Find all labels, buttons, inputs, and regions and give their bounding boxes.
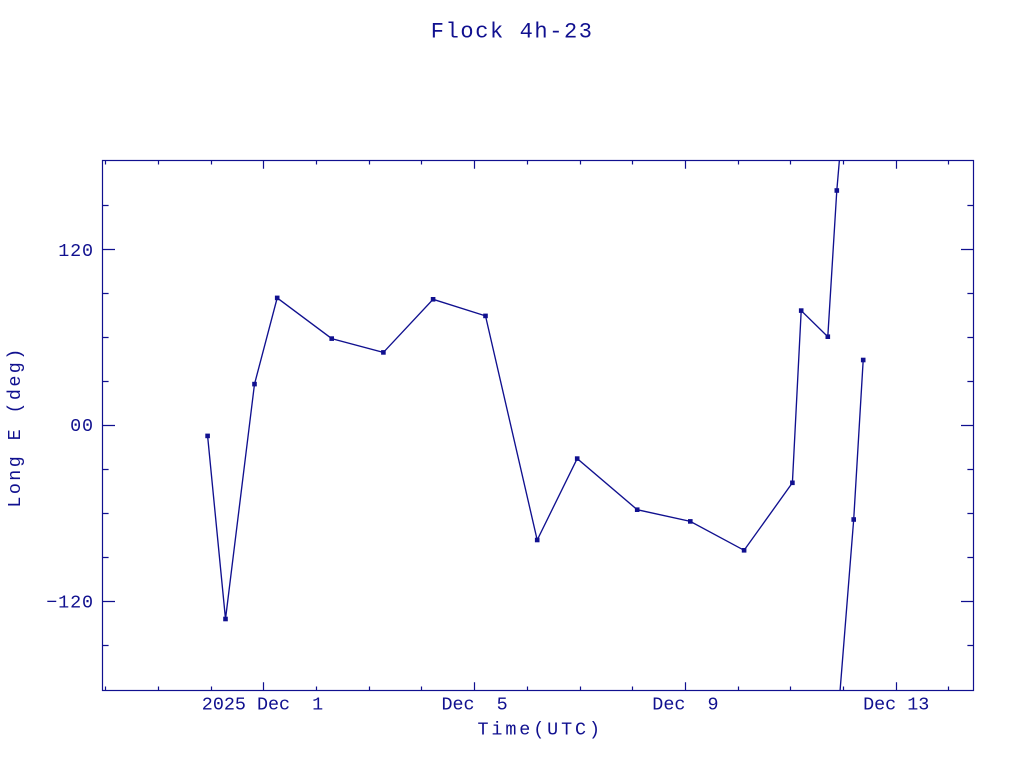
- svg-text:Dec 5: Dec 5: [441, 694, 507, 715]
- svg-text:Time(UTC): Time(UTC): [477, 719, 602, 740]
- svg-text:−120: −120: [46, 593, 94, 614]
- svg-text:Dec 13: Dec 13: [863, 694, 929, 715]
- svg-text:Flock 4h-23: Flock 4h-23: [431, 19, 594, 44]
- svg-text:2025 Dec 1: 2025 Dec 1: [202, 694, 323, 715]
- svg-text:Dec 9: Dec 9: [652, 694, 718, 715]
- svg-text:120: 120: [58, 241, 94, 262]
- svg-text:00: 00: [70, 416, 94, 437]
- svg-text:Long E (deg): Long E (deg): [5, 346, 26, 507]
